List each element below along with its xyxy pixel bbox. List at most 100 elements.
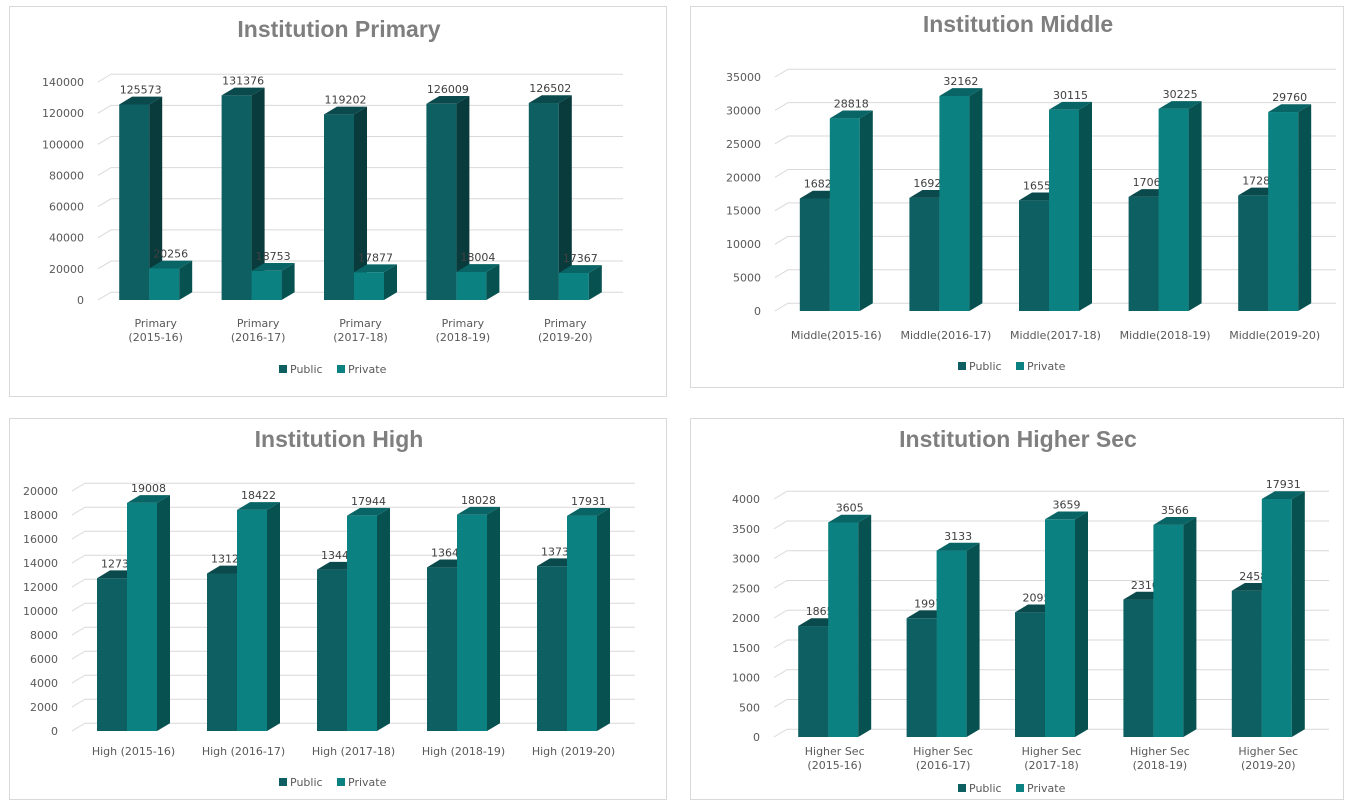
- y-tick-label: 4000: [732, 493, 760, 506]
- x-tick-label: Middle(2015-16): [791, 329, 882, 342]
- x-tick-label: Higher Sec (2016-17): [913, 745, 973, 772]
- legend-swatch: [958, 784, 966, 792]
- bar-private: [1045, 511, 1088, 737]
- x-tick-label: High (2018-19): [422, 745, 505, 758]
- x-tick-label: Primary (2016-17): [231, 317, 286, 344]
- legend-label: Private: [348, 363, 387, 376]
- legend: Public Private: [958, 360, 1066, 373]
- data-label: 17944: [351, 495, 386, 508]
- bar-private: [939, 88, 983, 311]
- y-tick-label: 16000: [23, 533, 58, 546]
- y-tick-label: 20000: [23, 485, 58, 498]
- gridline: [773, 579, 1329, 589]
- data-label: 17367: [563, 252, 598, 265]
- y-tick-label: 35000: [726, 71, 761, 84]
- chart-svg: Institution High 0 2000 4000 6000 8000 10000 12…: [23, 426, 635, 789]
- chart-institution-middle: Institution Middle 0 5000 10000 15000 20000 25…: [690, 6, 1344, 388]
- data-label: 119202: [325, 94, 367, 107]
- y-tick-label: 4000: [30, 677, 58, 690]
- chart-institution-high: Institution High 0 2000 4000 6000 8000 10000 12…: [9, 418, 667, 800]
- bar-private: [347, 507, 390, 731]
- chart-svg: Institution Higher Sec 0 500 1000 1500 2000 25…: [732, 426, 1329, 795]
- chart-svg: Institution Primary 0 20000 40000 60000 80000…: [42, 16, 623, 376]
- gridline: [97, 73, 623, 83]
- data-label: 3566: [1161, 504, 1189, 517]
- y-tick-label: 0: [77, 294, 84, 307]
- bar-private: [251, 262, 295, 300]
- data-label: 32162: [943, 75, 978, 88]
- gridline: [774, 68, 1336, 78]
- bar-private: [828, 514, 872, 737]
- y-tick-label: 3500: [732, 523, 760, 536]
- data-label: 3605: [836, 502, 864, 515]
- legend: Public Private: [279, 363, 387, 376]
- y-tick-label: 12000: [23, 581, 58, 594]
- legend-swatch: [958, 362, 966, 370]
- bar-private: [127, 495, 170, 731]
- bar-public: [1019, 192, 1062, 311]
- gridline: [71, 554, 635, 564]
- chart-institution-higher-sec: Institution Higher Sec 0 500 1000 1500 2000 25…: [690, 418, 1344, 800]
- y-tick-label: 120000: [42, 107, 84, 120]
- data-label: 125573: [120, 84, 162, 97]
- data-label: 28818: [834, 98, 869, 111]
- bar-private: [1268, 104, 1312, 311]
- bar-private: [558, 265, 602, 300]
- legend-label: Private: [1027, 782, 1066, 795]
- y-tick-label: 20000: [49, 263, 84, 276]
- y-tick-label: 500: [739, 701, 760, 714]
- x-tick-label: Primary (2019-20): [538, 317, 593, 344]
- data-label: 3659: [1053, 498, 1081, 511]
- y-tick-label: 80000: [49, 169, 84, 182]
- chart-svg: Institution Middle 0 5000 10000 15000 20000 25…: [726, 11, 1336, 373]
- chart-institution-primary: Institution Primary 0 20000 40000 60000 80000…: [9, 6, 667, 397]
- y-tick-label: 0: [754, 305, 761, 318]
- bar-private: [456, 264, 500, 300]
- x-tick-label: Higher Sec (2019-20): [1238, 745, 1298, 772]
- y-tick-label: 1500: [732, 642, 760, 655]
- bar-private: [1261, 491, 1305, 737]
- data-label: 18753: [256, 250, 291, 263]
- y-tick-label: 40000: [49, 232, 84, 245]
- chart-title: Institution Higher Sec: [899, 426, 1137, 452]
- data-label: 2095: [1023, 592, 1051, 605]
- y-tick-label: 2500: [732, 582, 760, 595]
- chart-title: Institution Middle: [923, 11, 1113, 37]
- legend-label: Public: [290, 776, 323, 789]
- legend-swatch: [1016, 784, 1024, 792]
- data-label: 3133: [944, 530, 972, 543]
- data-label: 19008: [131, 482, 166, 495]
- gridline: [774, 102, 1336, 111]
- data-label: 18004: [460, 251, 495, 264]
- x-tick-label: High (2019-20): [532, 745, 615, 758]
- data-label: 2458: [1239, 570, 1267, 583]
- data-label: 2310: [1131, 579, 1159, 592]
- y-tick-label: 5000: [733, 272, 761, 285]
- bar-private: [457, 506, 500, 731]
- x-tick-label: Primary (2018-19): [436, 317, 491, 344]
- data-label: 18422: [241, 489, 276, 502]
- data-label: 1997: [914, 597, 942, 610]
- chart-title: Institution Primary: [237, 16, 440, 42]
- bar-private: [354, 264, 397, 300]
- bar-public: [119, 96, 163, 300]
- legend-swatch: [1016, 362, 1024, 370]
- legend: Public Private: [279, 776, 387, 789]
- bar-private: [149, 260, 193, 300]
- y-tick-label: 2000: [732, 612, 760, 625]
- data-label: 18028: [461, 494, 496, 507]
- y-tick-label: 60000: [49, 201, 84, 214]
- data-label: 17877: [358, 251, 393, 264]
- y-tick-label: 0: [753, 731, 760, 744]
- y-tick-label: 6000: [30, 653, 58, 666]
- legend-label: Private: [348, 776, 387, 789]
- legend-label: Public: [969, 360, 1002, 373]
- legend: Public Private: [958, 782, 1066, 795]
- y-tick-label: 140000: [42, 76, 84, 89]
- bar-public: [528, 95, 572, 300]
- gridline: [774, 168, 1336, 178]
- legend-swatch: [337, 778, 345, 786]
- data-label: 30115: [1053, 89, 1088, 102]
- x-tick-label: Higher Sec (2015-16): [805, 745, 865, 772]
- data-label: 17931: [571, 495, 606, 508]
